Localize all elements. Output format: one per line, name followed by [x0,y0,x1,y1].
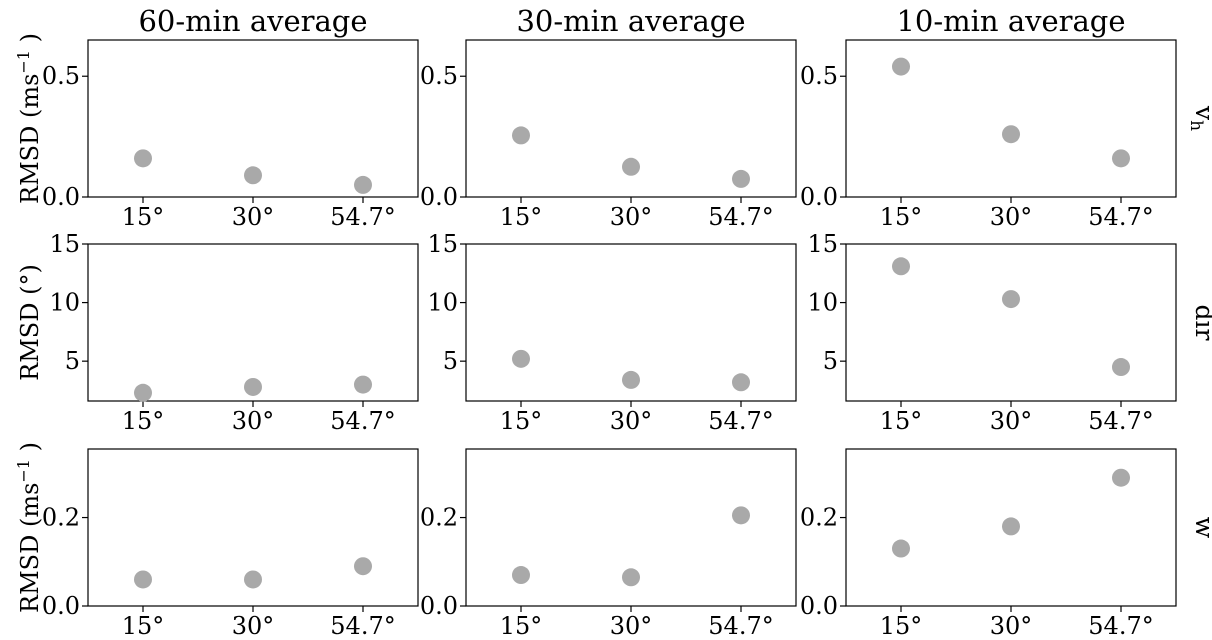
x-tick-label: 30° [232,612,275,640]
x-tick-label: 54.7° [1088,612,1153,640]
x-tick-label: 54.7° [708,407,773,435]
scatter-panel: 0.0 0.5 15° 30° 54.7° [420,39,797,231]
scatter-panel: 0.0 0.2 15° 30° 54.7° [800,448,1177,640]
scatter-panel: 0.0 0.2 15° 30° 54.7° [42,448,419,640]
data-point [1112,149,1130,168]
x-tick-label: 15° [500,612,543,640]
scatter-panel: 0.0 0.5 15° 30° 54.7° [42,39,419,231]
data-point [512,566,530,585]
data-point [512,126,530,145]
x-tick-label: 30° [990,612,1033,640]
y-tick-label: 0.2 [42,504,80,532]
y-tick-label: 0.0 [42,183,80,211]
y-tick-label: 0.0 [42,592,80,620]
data-point [732,506,750,525]
y-tick-label: 10 [49,289,80,317]
y-tick-label: 5 [65,347,80,375]
data-point [134,383,152,402]
y-axis-label: RMSD (ms−1 ) [14,33,44,204]
y-tick-label: 15 [427,230,458,258]
data-point [622,157,640,176]
row-label: vh [1186,105,1212,131]
y-tick-label: 0.5 [420,62,458,90]
data-point [134,149,152,168]
data-point [892,257,910,276]
scatter-panel: 5 10 15 15° 30° 54.7° [49,230,419,435]
x-tick-label: 15° [122,612,165,640]
x-tick-label: 30° [990,407,1033,435]
scatter-panel: 5 10 15 15° 30° 54.7° [427,230,797,435]
plot-frame [87,243,419,402]
data-point [892,57,910,76]
row-label: w [1190,517,1212,539]
x-tick-label: 15° [122,203,165,231]
data-point [622,568,640,587]
y-tick-label: 10 [427,289,458,317]
scatter-panel: 0.0 0.5 15° 30° 54.7° [800,39,1177,231]
x-tick-label: 30° [232,407,275,435]
data-point [244,166,262,185]
y-tick-label: 0.5 [42,62,80,90]
y-tick-label: 0.2 [420,504,458,532]
x-tick-label: 54.7° [1088,407,1153,435]
y-tick-label: 10 [807,289,838,317]
data-point [244,570,262,589]
y-tick-label: 0.2 [800,504,838,532]
x-tick-label: 30° [610,612,653,640]
scatter-panel: 5 10 15 15° 30° 54.7° [807,230,1177,435]
data-point [354,557,372,576]
row-label: dir [1190,305,1212,341]
data-point [622,370,640,389]
x-tick-label: 54.7° [1088,203,1153,231]
data-point [354,375,372,394]
data-point [1112,358,1130,377]
y-tick-label: 0.0 [420,183,458,211]
x-tick-label: 54.7° [330,612,395,640]
x-tick-label: 15° [500,407,543,435]
y-tick-label: 0.5 [800,62,838,90]
x-tick-label: 30° [610,203,653,231]
data-point [732,373,750,392]
data-point [892,539,910,558]
data-point [244,377,262,396]
x-tick-label: 15° [122,407,165,435]
column-title: 10-min average [896,4,1125,38]
y-axis-label: RMSD (°) [16,264,44,381]
x-tick-label: 54.7° [708,612,773,640]
scatter-panel: 0.0 0.2 15° 30° 54.7° [420,448,797,640]
data-point [732,169,750,188]
data-point [134,570,152,589]
x-tick-label: 54.7° [330,407,395,435]
column-title: 60-min average [138,4,367,38]
y-tick-label: 5 [443,347,458,375]
x-tick-label: 30° [610,407,653,435]
x-tick-label: 54.7° [330,203,395,231]
y-tick-label: 15 [49,230,80,258]
y-tick-label: 15 [807,230,838,258]
x-tick-label: 30° [990,203,1033,231]
x-tick-label: 54.7° [708,203,773,231]
x-tick-label: 30° [232,203,275,231]
data-point [1002,290,1020,309]
y-tick-label: 0.0 [420,592,458,620]
data-point [354,175,372,194]
x-tick-label: 15° [880,612,923,640]
y-axis-label: RMSD (ms−1 ) [14,442,44,613]
column-title: 30-min average [516,4,745,38]
y-tick-label: 0.0 [800,183,838,211]
y-tick-label: 5 [823,347,838,375]
y-tick-label: 0.0 [800,592,838,620]
x-tick-label: 15° [880,203,923,231]
x-tick-label: 15° [880,407,923,435]
x-tick-label: 15° [500,203,543,231]
data-point [512,349,530,368]
data-point [1002,125,1020,144]
data-point [1112,468,1130,487]
data-point [1002,517,1020,536]
